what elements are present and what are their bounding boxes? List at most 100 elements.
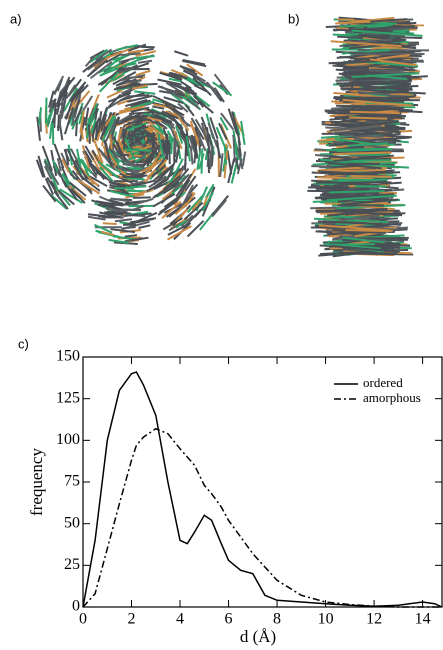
molecule — [131, 84, 148, 90]
molecule — [125, 177, 145, 181]
molecule — [351, 72, 420, 78]
molecule — [211, 195, 229, 216]
molecule — [171, 173, 190, 193]
molecule — [69, 181, 87, 197]
molecule — [177, 102, 189, 113]
molecule — [123, 123, 146, 143]
molecule — [129, 179, 156, 188]
molecule — [37, 155, 46, 178]
molecule — [170, 108, 185, 120]
molecule — [110, 197, 130, 203]
molecule — [342, 236, 385, 244]
molecule — [348, 116, 388, 120]
molecule — [328, 161, 382, 170]
molecule — [350, 175, 392, 178]
molecule — [220, 112, 235, 131]
molecule — [334, 137, 374, 146]
molecule — [98, 71, 120, 93]
molecule — [166, 137, 169, 153]
molecule — [315, 207, 388, 213]
molecule — [68, 81, 87, 102]
molecule — [166, 159, 177, 181]
molecule — [48, 99, 54, 113]
molecule — [55, 102, 61, 116]
molecule — [190, 117, 205, 141]
molecule — [347, 142, 389, 147]
panel-label: b) — [288, 11, 300, 26]
x-tick-label: 0 — [79, 611, 87, 628]
molecule — [160, 85, 184, 100]
molecule — [91, 121, 98, 137]
molecule — [130, 130, 147, 137]
molecule — [98, 149, 116, 171]
molecule — [138, 224, 151, 229]
x-tick-label: 14 — [415, 611, 431, 628]
molecule — [58, 110, 62, 128]
molecule — [134, 90, 156, 95]
series-line — [82, 427, 442, 608]
molecule — [174, 202, 188, 215]
y-tick-label: 0 — [72, 598, 80, 615]
molecule — [152, 124, 165, 135]
molecule — [232, 135, 236, 163]
molecule — [62, 174, 76, 190]
molecule — [366, 61, 419, 68]
panel-label: c) — [18, 336, 29, 351]
molecule — [126, 217, 154, 226]
molecule — [59, 188, 84, 204]
molecule — [86, 59, 108, 78]
molecule — [186, 98, 200, 110]
molecule — [367, 35, 401, 42]
molecule — [162, 175, 181, 191]
molecule — [36, 116, 41, 141]
molecule — [318, 170, 378, 176]
molecule — [137, 59, 153, 64]
molecule — [118, 66, 135, 74]
molecule — [64, 183, 78, 201]
molecule — [70, 85, 85, 103]
molecule — [107, 94, 131, 110]
molecule — [185, 86, 198, 96]
molecule — [168, 112, 184, 130]
molecule — [174, 72, 188, 80]
molecule — [167, 225, 192, 241]
molecule — [125, 98, 148, 108]
molecule — [196, 150, 202, 170]
molecule — [145, 116, 163, 122]
molecule — [199, 79, 218, 92]
molecule — [141, 157, 164, 173]
molecule — [175, 219, 187, 229]
molecule — [207, 150, 211, 174]
molecule — [118, 78, 131, 86]
molecule — [131, 236, 149, 242]
molecule — [342, 98, 413, 107]
molecule — [43, 160, 60, 186]
molecule — [349, 110, 400, 115]
molecule — [240, 120, 246, 145]
molecule — [128, 110, 156, 115]
molecule — [60, 100, 64, 120]
molecule — [237, 140, 242, 157]
molecule — [145, 162, 158, 174]
molecule — [175, 145, 181, 163]
molecule — [119, 92, 145, 102]
molecule — [112, 70, 137, 86]
molecule — [157, 78, 182, 86]
molecule — [90, 48, 109, 63]
molecule — [108, 198, 124, 205]
molecule — [99, 67, 119, 77]
molecule — [88, 124, 91, 144]
molecule — [326, 194, 397, 202]
molecule — [328, 58, 403, 65]
molecule — [211, 199, 227, 218]
molecule — [191, 199, 202, 211]
legend-label: amorphous — [363, 390, 421, 405]
molecule — [107, 148, 120, 164]
molecule — [135, 69, 151, 77]
molecule — [157, 133, 165, 160]
molecule — [125, 79, 142, 84]
molecule — [44, 178, 55, 195]
molecule — [330, 40, 402, 48]
molecule — [189, 120, 200, 146]
molecule — [109, 190, 135, 198]
